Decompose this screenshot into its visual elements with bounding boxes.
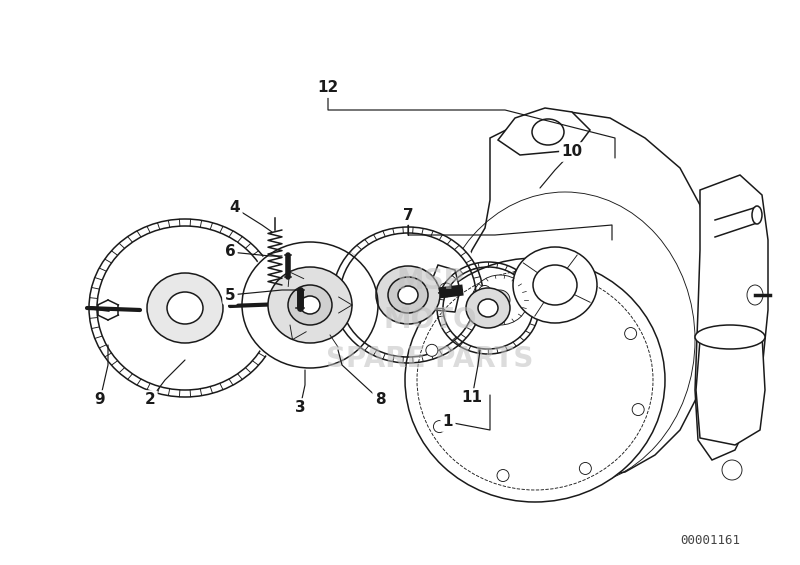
Ellipse shape [240,240,380,370]
Ellipse shape [376,266,440,324]
Polygon shape [696,328,765,445]
Ellipse shape [532,119,564,145]
Ellipse shape [288,285,332,325]
Circle shape [497,470,509,481]
Circle shape [579,463,591,475]
Text: 9: 9 [94,393,106,407]
Text: 7: 7 [402,207,414,223]
Polygon shape [430,265,460,312]
Circle shape [561,279,573,290]
Ellipse shape [398,286,418,304]
Circle shape [434,420,446,433]
Text: 11: 11 [462,390,482,406]
Text: MSP
MOTO
SPARE PARTS: MSP MOTO SPARE PARTS [326,267,534,373]
Circle shape [632,403,644,415]
Circle shape [722,460,742,480]
Ellipse shape [330,223,486,367]
Ellipse shape [437,262,539,354]
Ellipse shape [752,206,762,224]
Text: 00001161: 00001161 [680,533,740,546]
Circle shape [426,344,438,357]
Text: 1: 1 [442,415,454,429]
Text: 5: 5 [225,288,235,302]
Ellipse shape [472,275,528,325]
Ellipse shape [333,227,483,363]
Ellipse shape [167,292,203,324]
Ellipse shape [513,247,597,323]
Ellipse shape [435,259,541,357]
Text: 10: 10 [562,145,582,159]
Ellipse shape [466,288,510,328]
Ellipse shape [405,258,665,502]
Circle shape [625,328,637,340]
Ellipse shape [747,285,763,305]
Circle shape [490,290,510,310]
Text: 2: 2 [145,393,155,407]
Polygon shape [498,108,590,155]
Ellipse shape [388,277,428,313]
Text: 4: 4 [230,201,240,215]
Ellipse shape [300,296,320,314]
Ellipse shape [147,273,223,343]
Text: 12: 12 [318,80,338,95]
Polygon shape [695,175,768,460]
Ellipse shape [87,216,283,400]
Ellipse shape [268,267,352,343]
Circle shape [439,283,453,297]
Text: 3: 3 [294,401,306,415]
Ellipse shape [89,219,281,397]
Circle shape [478,285,490,298]
Ellipse shape [533,265,577,305]
Ellipse shape [695,325,765,349]
Ellipse shape [478,299,498,317]
Text: 8: 8 [374,393,386,407]
Text: 6: 6 [225,245,235,259]
